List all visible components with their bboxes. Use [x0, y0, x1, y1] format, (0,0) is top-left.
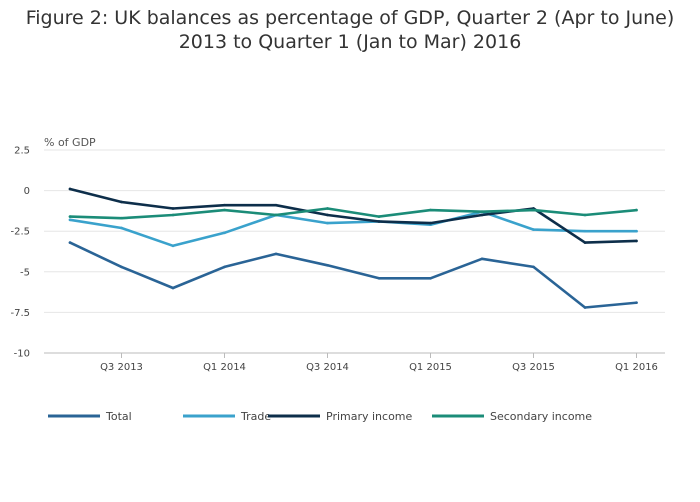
data-point-secondary-income: [68, 215, 72, 218]
data-point-total: [480, 257, 484, 261]
data-point-total: [377, 276, 381, 280]
data-point-primary-income: [377, 220, 381, 223]
data-point-trade: [326, 221, 329, 225]
data-point-secondary-income: [120, 216, 123, 220]
x-tick-label: Q1 2015: [409, 362, 452, 373]
data-point-total: [532, 265, 535, 269]
data-point-primary-income: [480, 213, 484, 217]
y-tick-label: -5: [20, 267, 30, 278]
data-point-primary-income: [429, 221, 432, 225]
data-point-total: [326, 264, 329, 267]
data-point-secondary-income: [171, 213, 175, 217]
series-line-primary-income: [68, 187, 638, 244]
data-point-trade: [635, 229, 638, 233]
data-point-primary-income: [223, 203, 226, 207]
y-axis-unit-label: % of GDP: [44, 136, 96, 149]
data-point-trade: [171, 244, 175, 248]
chart-title: Figure 2: UK balances as percentage of G…: [25, 7, 675, 53]
data-point-total: [429, 276, 432, 280]
data-point-secondary-income: [223, 208, 226, 212]
y-tick-label: -2.5: [10, 227, 30, 238]
data-point-trade: [583, 229, 587, 233]
legend-label-primary-income: Primary income: [326, 410, 413, 423]
data-point-primary-income: [326, 213, 329, 217]
legend-label-total: Total: [105, 410, 132, 423]
data-point-primary-income: [274, 203, 278, 207]
data-point-total: [68, 241, 72, 244]
y-tick-label: -7.5: [10, 308, 30, 319]
x-tick-label: Q3 2014: [306, 362, 349, 373]
data-point-secondary-income: [583, 213, 587, 217]
data-point-total: [274, 252, 278, 256]
data-point-primary-income: [635, 239, 638, 243]
x-tick-label: Q1 2016: [615, 362, 658, 373]
y-tick-label: 0: [24, 186, 30, 197]
data-point-total: [120, 265, 123, 269]
data-point-trade: [68, 218, 72, 222]
data-point-secondary-income: [480, 210, 484, 214]
series-line-total: [68, 241, 638, 309]
axes: 2.5 0 -2.5 -5 -7.5 -10 Q3 2013 Q1 2014 Q3 2014 Q1…: [10, 146, 665, 373]
data-point-secondary-income: [429, 208, 432, 212]
y-tick-label: 2.5: [14, 146, 30, 157]
data-point-primary-income: [583, 241, 587, 244]
data-point-trade: [120, 226, 123, 230]
data-point-trade: [532, 228, 535, 231]
x-tick-label: Q3 2013: [100, 362, 143, 373]
data-point-primary-income: [171, 207, 175, 210]
data-point-primary-income: [120, 200, 123, 204]
data-point-secondary-income: [326, 207, 329, 210]
data-point-secondary-income: [274, 213, 278, 217]
data-point-total: [635, 301, 638, 304]
series-line-secondary-income: [68, 207, 638, 220]
data-point-secondary-income: [635, 208, 638, 212]
data-point-total: [171, 286, 175, 290]
data-point-total: [223, 265, 226, 269]
legend: Total Trade Primary income Secondary income: [48, 410, 592, 423]
legend-label-secondary-income: Secondary income: [490, 410, 592, 423]
series-line-trade: [68, 210, 638, 248]
legend-label-trade: Trade: [240, 410, 271, 423]
data-point-total: [583, 306, 587, 309]
series-lines: [68, 187, 638, 309]
gridlines: [44, 149, 665, 354]
data-point-secondary-income: [377, 215, 381, 218]
x-tick-label: Q3 2015: [512, 362, 555, 373]
data-point-primary-income: [68, 187, 72, 191]
data-point-trade: [223, 231, 226, 235]
y-tick-label: -10: [14, 349, 30, 360]
data-point-secondary-income: [532, 208, 535, 212]
x-tick-label: Q1 2014: [203, 362, 246, 373]
